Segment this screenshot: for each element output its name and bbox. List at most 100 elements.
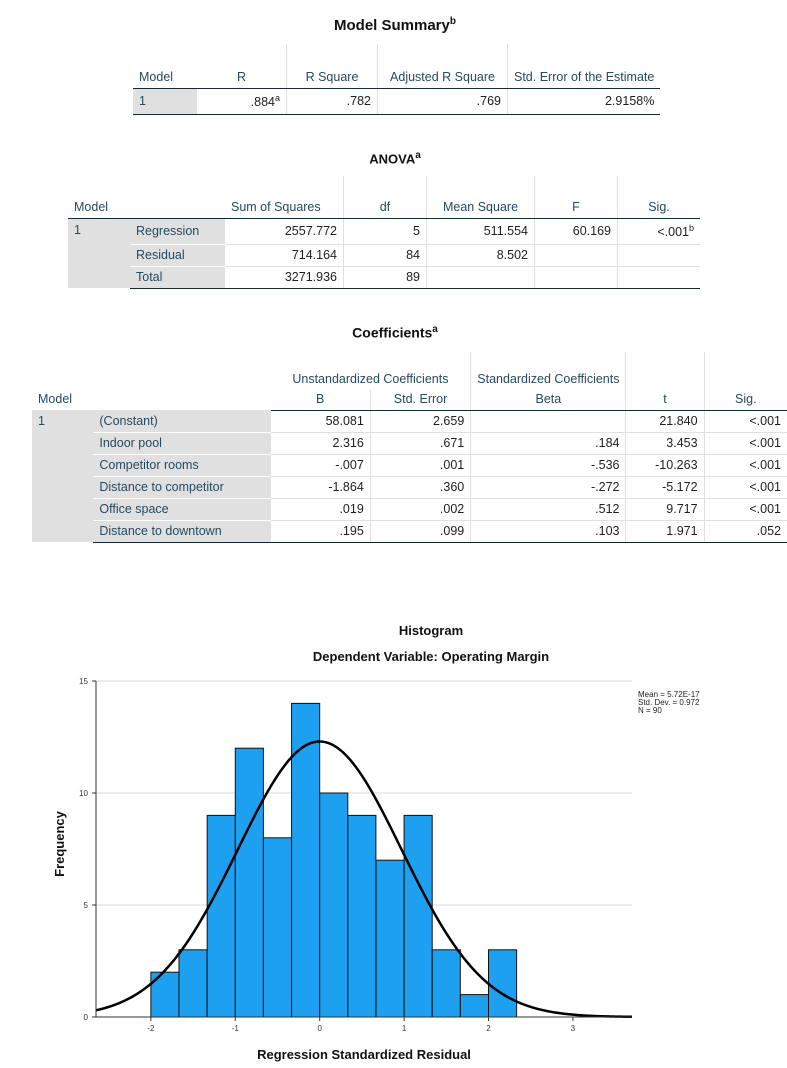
y-tick-label: 15 (79, 677, 88, 686)
histogram-bar (206, 814, 236, 1018)
anova-sig (617, 266, 700, 289)
anova-header-ss: Sum of Squares (225, 176, 344, 219)
histogram-bar (291, 702, 321, 1018)
anova-sig: <.001b (617, 218, 700, 245)
coef-beta (470, 410, 626, 433)
coef-name: Office space (93, 498, 271, 521)
coef-beta: -.536 (470, 454, 626, 477)
ms-header-adj-r-square: Adjusted R Square (377, 44, 508, 89)
coef-name: Distance to downtown (93, 520, 271, 543)
histogram-bar (431, 949, 461, 1018)
x-tick-label: -1 (232, 1024, 240, 1033)
histogram-bar (347, 814, 377, 1018)
histogram-bar (234, 747, 264, 1018)
x-tick-label: 0 (317, 1024, 322, 1033)
coef-se: .360 (369, 476, 471, 499)
anova-sig (617, 244, 700, 267)
chart-title: Histogram (399, 623, 463, 638)
coef-header-sig: Sig. (703, 352, 787, 411)
table-row: 1 (Constant) 58.081 2.659 21.840 <.001 (32, 410, 787, 542)
histogram-bar (375, 859, 405, 1018)
anova-ms: 511.554 (426, 218, 535, 245)
coef-model-num: 1 (32, 410, 94, 542)
ms-adj-r-square: .769 (377, 88, 508, 115)
anova-f (534, 244, 618, 267)
chart-legend: Mean = 5.72E-17 Std. Dev. = 0.972 N = 90 (638, 690, 700, 715)
coef-b: .019 (270, 498, 371, 521)
coef-beta: -.272 (470, 476, 626, 499)
anova-df: 89 (343, 266, 427, 289)
anova-model-num: 1 (68, 218, 130, 288)
anova-f: 60.169 (534, 218, 618, 245)
coef-se: .001 (369, 454, 471, 477)
coef-sig: .052 (703, 520, 787, 543)
anova-header-sig: Sig. (617, 176, 700, 219)
coefficients-title: Coefficientsa (352, 324, 438, 341)
coefficients-table: Model Unstandardized Coefficients Standa… (32, 352, 787, 543)
legend-std: Std. Dev. = 0.972 (638, 698, 700, 707)
coef-header-std: Standardized Coefficients (470, 352, 626, 390)
coef-b: .195 (270, 520, 371, 543)
table-row: Distance to downtown .195 .099 .103 1.97… (32, 520, 787, 543)
histogram-bar (488, 949, 518, 1018)
coef-name: Distance to competitor (93, 476, 271, 499)
coef-name: Competitor rooms (93, 454, 271, 477)
coef-se: .099 (369, 520, 471, 543)
coef-t: -10.263 (625, 454, 705, 477)
y-tick-label: 10 (79, 789, 88, 798)
anova-header-df: df (343, 176, 427, 219)
ms-header-model: Model (133, 44, 197, 89)
x-tick-label: 1 (402, 1024, 407, 1033)
coef-header-se: Std. Error (369, 390, 471, 411)
anova-ms: 8.502 (426, 244, 535, 267)
y-tick-label: 0 (84, 1013, 89, 1022)
anova-df: 5 (343, 218, 427, 245)
coef-b: 2.316 (270, 432, 371, 455)
y-axis-label: Frequency (52, 810, 67, 877)
anova-header-ms: Mean Square (426, 176, 535, 219)
coef-t: 3.453 (625, 432, 705, 455)
coef-beta: .103 (470, 520, 626, 543)
coef-sig: <.001 (703, 476, 787, 499)
x-tick-label: -2 (147, 1024, 155, 1033)
anova-ss: 714.164 (225, 244, 344, 267)
ms-std-error: 2.9158% (507, 88, 661, 115)
y-tick-label: 5 (84, 901, 89, 910)
anova-header-model: Model (68, 176, 225, 219)
anova-source: Residual (130, 244, 225, 267)
ms-header-r-square: R Square (286, 44, 378, 89)
anova-ss: 2557.772 (225, 218, 344, 245)
coef-se: .002 (369, 498, 471, 521)
coef-beta: .184 (470, 432, 626, 455)
anova-ss: 3271.936 (225, 266, 344, 289)
coef-header-model: Model (38, 392, 73, 406)
chart-subtitle: Dependent Variable: Operating Margin (313, 649, 549, 664)
coef-sig: <.001 (703, 498, 787, 521)
coef-t: -5.172 (625, 476, 705, 499)
coef-header-unstd: Unstandardized Coefficients (292, 372, 449, 386)
coef-t: 21.840 (625, 410, 705, 433)
coef-name: Indoor pool (93, 432, 271, 455)
table-row: 1 Regression 2557.772 5 511.554 60.169 <… (68, 218, 700, 288)
coef-se: .671 (369, 432, 471, 455)
coef-b: -1.864 (270, 476, 371, 499)
histogram-bar (319, 792, 349, 1018)
ms-r: .884a (197, 88, 287, 115)
coef-b: -.007 (270, 454, 371, 477)
coef-name: (Constant) (93, 410, 271, 433)
histogram-bar (262, 837, 292, 1018)
anova-source: Total (130, 266, 225, 289)
coef-se: 2.659 (369, 410, 471, 433)
anova-source: Regression (130, 218, 225, 245)
model-summary-table: Model R R Square Adjusted R Square Std. … (133, 44, 661, 115)
histogram-bar (178, 949, 208, 1018)
anova-df: 84 (343, 244, 427, 267)
table-row: Office space .019 .002 .512 9.717 <.001 (32, 498, 787, 521)
coef-header-t: t (625, 352, 705, 411)
anova-f (534, 266, 618, 289)
anova-table: Model Sum of Squares df Mean Square F Si… (68, 176, 700, 289)
coef-header-b: B (270, 390, 371, 411)
table-row: Residual 714.164 84 8.502 (68, 244, 700, 267)
coef-t: 1.971 (625, 520, 705, 543)
x-tick-label: 2 (486, 1024, 491, 1033)
